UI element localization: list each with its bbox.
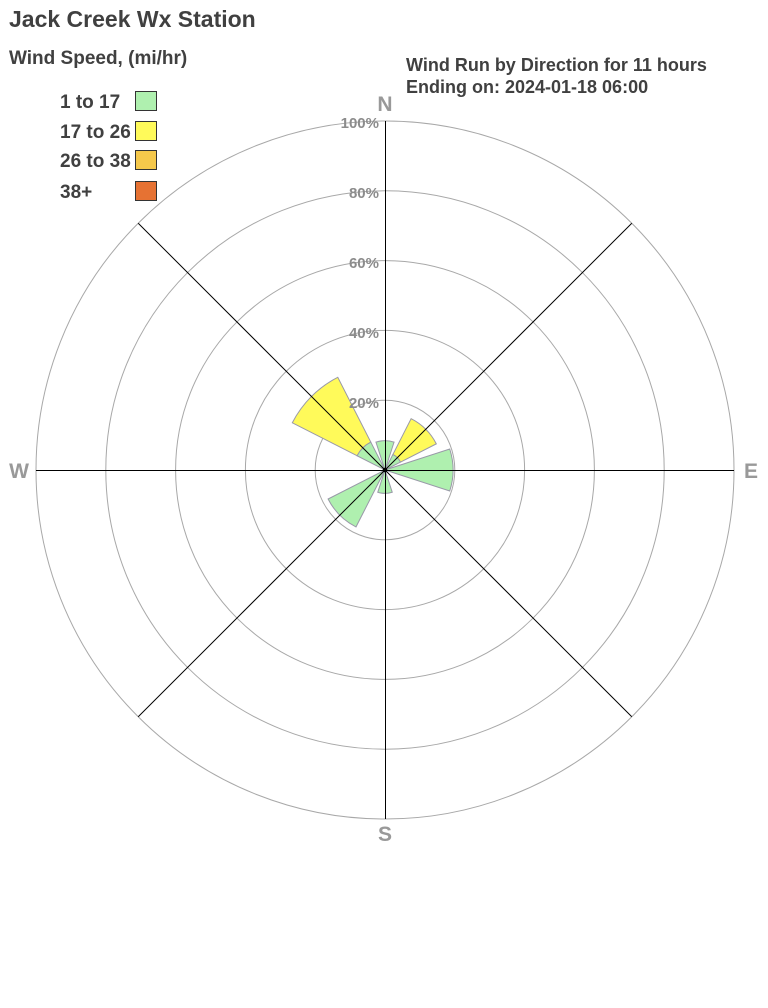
svg-text:N: N xyxy=(377,93,392,116)
svg-text:60%: 60% xyxy=(349,255,379,272)
svg-text:80%: 80% xyxy=(349,185,379,202)
svg-text:20%: 20% xyxy=(349,395,379,412)
svg-text:E: E xyxy=(744,460,758,483)
svg-text:40%: 40% xyxy=(349,325,379,342)
svg-text:100%: 100% xyxy=(341,115,379,132)
svg-text:S: S xyxy=(378,823,392,846)
svg-text:W: W xyxy=(9,460,29,483)
